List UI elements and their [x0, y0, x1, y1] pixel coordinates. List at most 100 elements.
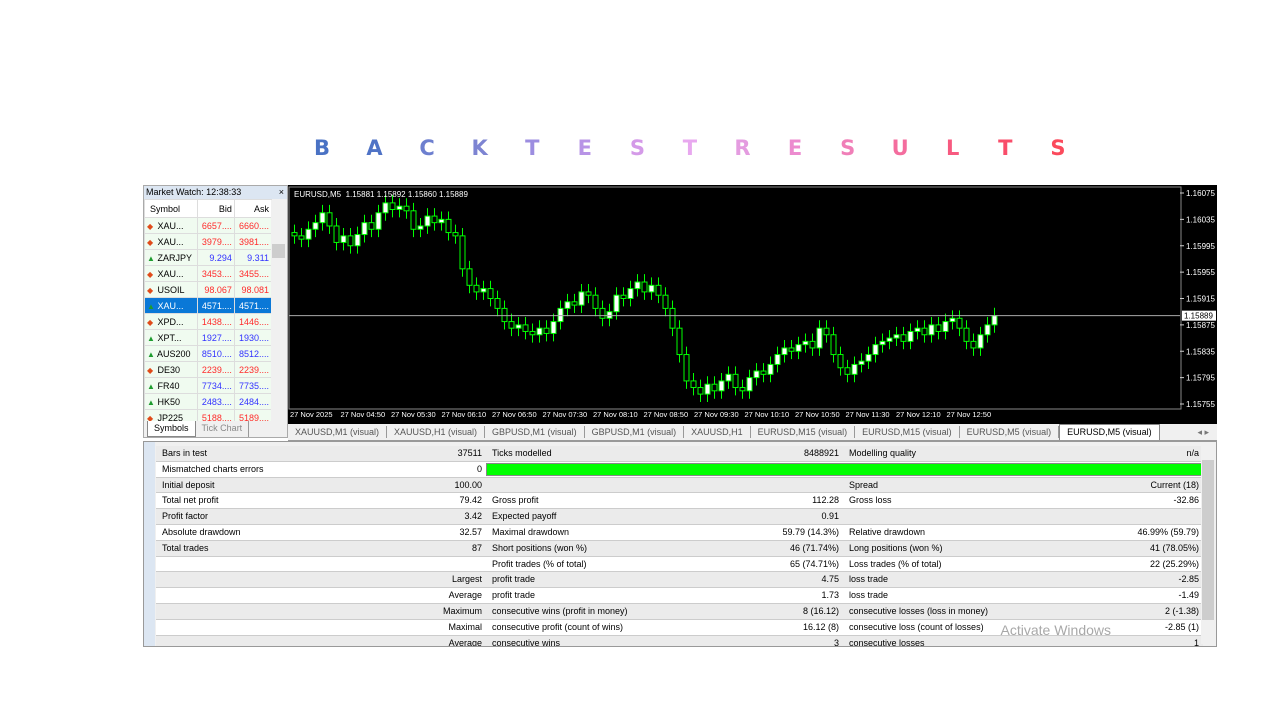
report-value: 2 (-1.38)	[1164, 605, 1199, 616]
report-value: 3	[833, 637, 839, 647]
report-value: 46 (71.74%)	[789, 542, 839, 553]
candle-body	[389, 202, 396, 210]
symbol: XAU...	[157, 300, 184, 311]
report-cell: Gross profit 112.28	[486, 493, 843, 508]
candle-body	[571, 301, 578, 306]
candle-body	[494, 298, 501, 309]
market-watch-row[interactable]: ◆ DE30 2239.... 2239....	[144, 361, 273, 378]
report-cell: consecutive wins (profit in money) 8 (16.…	[486, 604, 843, 619]
report-label: Modelling quality	[849, 448, 917, 458]
chart-tab[interactable]: EURUSD,M15 (visual)	[855, 426, 960, 438]
chart-header: EURUSD,M5 1.15881 1.15892 1.15860 1.1588…	[294, 190, 468, 199]
arrow-up-icon: ▲	[147, 333, 155, 343]
report-label: consecutive losses	[849, 637, 925, 647]
market-watch-row[interactable]: ◆ XAU... 6657.... 6660....	[144, 217, 273, 234]
symbol: XAU...	[157, 268, 184, 279]
report-label: consecutive profit (count of wins)	[492, 621, 624, 632]
candle-body	[956, 317, 963, 329]
title-letter: B	[313, 136, 330, 160]
scroll-thumb[interactable]	[1202, 460, 1214, 620]
y-tick-label: 1.16075	[1186, 189, 1215, 198]
report-row: Initial deposit 100.00 Spread Current (18)	[156, 477, 1203, 494]
market-watch-row[interactable]: ▲ HK50 2483.... 2484....	[144, 393, 273, 410]
report-value: 8 (16.12)	[802, 605, 839, 616]
candle-body	[466, 268, 473, 286]
bid: 98.067	[196, 281, 235, 298]
title-letter: U	[891, 136, 909, 160]
report-cell: profit trade 1.73	[486, 588, 843, 603]
ask: 9.311	[233, 249, 273, 266]
candle-body	[837, 354, 844, 369]
close-icon[interactable]: ×	[278, 187, 284, 197]
candle-body	[872, 344, 879, 356]
report-row: Absolute drawdown 32.57 Maximal drawdown 59…	[156, 524, 1203, 541]
candle-body	[732, 373, 739, 389]
report-value: 100.00	[454, 479, 482, 490]
report-value: -2.85 (1)	[1164, 621, 1199, 632]
market-watch-row[interactable]: ▲ ZARJPY 9.294 9.311	[144, 249, 273, 266]
chart-tab[interactable]: EURUSD,M15 (visual)	[751, 426, 856, 438]
market-watch-row[interactable]: ◆ USOIL 98.067 98.081	[144, 281, 273, 298]
scroll-thumb[interactable]	[272, 244, 285, 258]
bid: 2239....	[196, 361, 235, 378]
arrow-down-icon: ◆	[147, 365, 154, 375]
ask: 2239....	[233, 361, 273, 378]
candle-body	[354, 234, 361, 247]
title-letter: E	[787, 136, 803, 160]
report-scrollbar[interactable]	[1201, 446, 1215, 644]
column-bid[interactable]: Bid	[196, 199, 235, 218]
candle-body	[928, 324, 935, 336]
column-ask[interactable]: Ask	[233, 199, 273, 218]
ask: 4571....	[233, 297, 273, 314]
market-watch-scrollbar[interactable]	[271, 200, 286, 422]
market-watch-row[interactable]: ▲ FR40 7734.... 7735....	[144, 377, 273, 394]
activate-windows-watermark: Activate Windows	[1000, 622, 1111, 638]
candle-body	[648, 284, 655, 293]
chart-tab[interactable]: XAUUSD,H1	[684, 426, 751, 438]
chart-tab[interactable]: GBPUSD,M1 (visual)	[485, 426, 585, 438]
candle-body	[739, 387, 746, 392]
tab-scroll-arrows[interactable]: ◂ ▸	[1197, 426, 1209, 437]
report-row: Profit factor 3.42 Expected payoff 0.91	[156, 509, 1203, 525]
column-symbol[interactable]: Symbol	[144, 199, 198, 218]
report-cell: Loss trades (% of total) 22 (25.29%)	[843, 557, 1203, 572]
report-cell: Ticks modelled 8488921	[486, 446, 843, 461]
candle-body	[592, 294, 599, 309]
candle-body	[522, 324, 529, 332]
report-value: 0.91	[821, 511, 839, 522]
candle-body	[844, 367, 851, 375]
title-letter: S	[840, 136, 856, 160]
current-price-box	[1182, 310, 1216, 321]
market-watch-row[interactable]: ▲ XPT... 1927.... 1930....	[144, 329, 273, 346]
market-watch-row[interactable]: ▲ XAU... 4571.... 4571....	[144, 297, 273, 314]
report-cell: Maximal	[156, 620, 486, 635]
chart-tab[interactable]: EURUSD,M5 (visual)	[960, 426, 1060, 438]
tab-tick-chart[interactable]: Tick Chart	[196, 421, 250, 437]
chart-tabs: XAUUSD,M1 (visual) XAUUSD,H1 (visual) GBPU…	[288, 424, 1217, 441]
chart-tab[interactable]: EURUSD,M5 (visual)	[1059, 424, 1160, 440]
arrow-down-icon: ◆	[147, 413, 154, 423]
market-watch-row[interactable]: ◆ XAU... 3453.... 3455....	[144, 265, 273, 282]
x-tick-label: 27 Nov 04:50	[341, 410, 386, 419]
candle-body	[291, 232, 298, 237]
report-row: Maximal consecutive profit (count of wins…	[156, 619, 1203, 636]
market-watch-row[interactable]: ◆ XPD... 1438.... 1446....	[144, 313, 273, 330]
x-tick-label: 27 Nov 06:50	[492, 410, 537, 419]
report-cell: Spread Current (18)	[843, 478, 1203, 493]
chart-tab[interactable]: XAUUSD,M1 (visual)	[288, 426, 388, 438]
market-watch-row[interactable]: ▲ AUS200 8510.... 8512....	[144, 345, 273, 362]
tab-symbols[interactable]: Symbols	[147, 421, 196, 437]
arrow-down-icon: ◆	[147, 221, 154, 231]
candle-body	[907, 330, 914, 342]
market-watch-row[interactable]: ◆ XAU... 3979.... 3981....	[144, 233, 273, 250]
report-value: 3.42	[464, 511, 482, 522]
arrow-up-icon: ▲	[147, 301, 155, 311]
report-cell: consecutive profit (count of wins) 16.12 …	[486, 620, 843, 635]
candle-body	[774, 354, 781, 365]
candle-body	[690, 380, 697, 389]
report-value: 0	[476, 463, 482, 474]
chart-tab[interactable]: XAUUSD,H1 (visual)	[387, 426, 486, 438]
chart-tab[interactable]: GBPUSD,M1 (visual)	[585, 426, 685, 438]
x-tick-label: 27 Nov 07:30	[543, 410, 588, 419]
price-chart[interactable]: 1.16075 1.16035 1.15995 1.15955 1.15915 1.158…	[288, 185, 1217, 425]
